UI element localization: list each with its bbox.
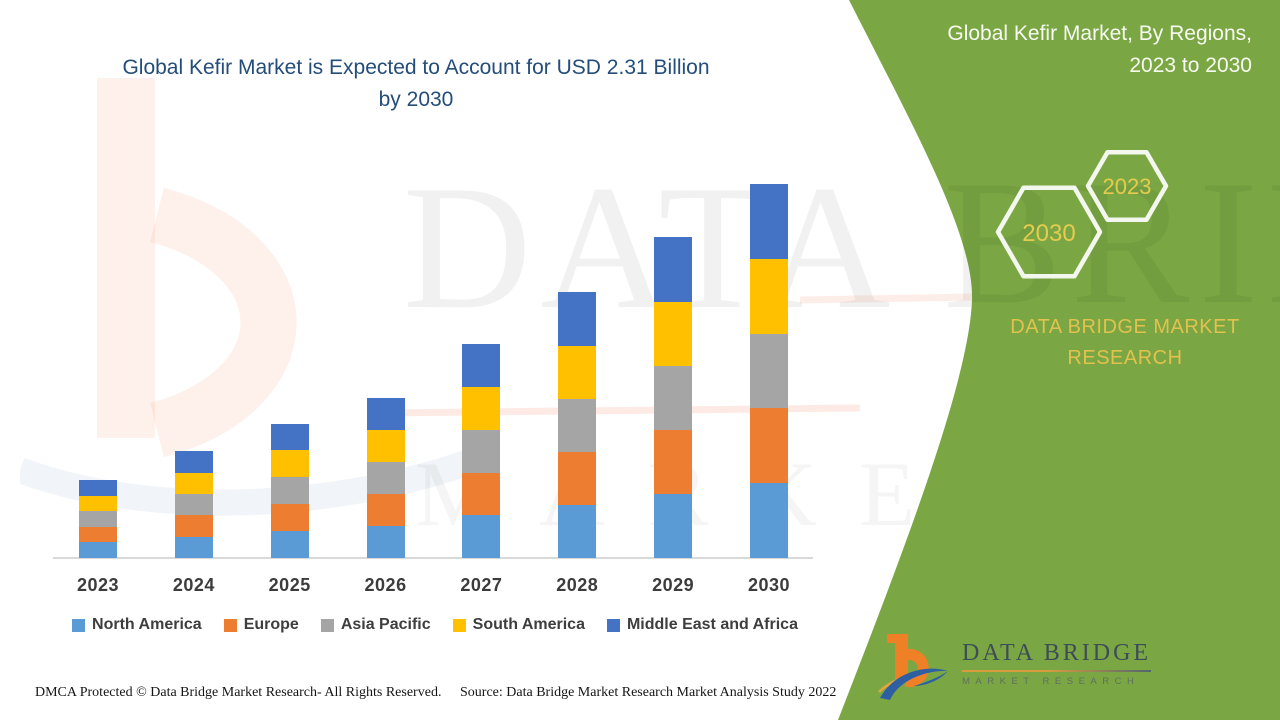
bar-segment-middle-east-and-africa-2030 (749, 184, 788, 259)
stacked-bar-chart: 2023 2024 2025 2026 2027 2028 2029 2030 (53, 184, 813, 595)
legend-swatch-icon (606, 618, 620, 632)
legend-label: Asia Pacific (340, 616, 431, 633)
panel-heading-line1: Global Kefir Market, By Regions, (947, 22, 1252, 45)
chart-legend: North America Europe Asia Pacific South Ame… (40, 616, 830, 634)
x-axis-label-2025: 2025 (268, 575, 311, 595)
x-axis-label-2026: 2026 (364, 575, 407, 595)
bar-segment-north-america-2025 (270, 531, 309, 558)
bar-segment-asia-pacific-2029 (654, 365, 693, 430)
data-bridge-logo: DATA BRIDGE MARKET RESEARCH (878, 628, 1152, 704)
bar-segment-europe-2029 (654, 429, 693, 494)
data-bridge-logo-icon (878, 634, 948, 700)
legend-item-south-america: South America (452, 616, 585, 634)
bar-segment-asia-pacific-2025 (270, 477, 309, 505)
x-axis-label-2029: 2029 (652, 575, 695, 595)
x-axis-label-2027: 2027 (460, 575, 503, 595)
panel-brand-line2: RESEARCH (1067, 347, 1183, 369)
panel-brand-line1: DATA BRIDGE MARKET (1010, 316, 1240, 338)
bar-segment-south-america-2024 (174, 472, 213, 494)
hexagon-2023 (1085, 149, 1169, 223)
legend-item-middle-east-and-africa: Middle East and Africa (606, 616, 798, 634)
dmca-footer-text: DMCA Protected © Data Bridge Market Rese… (35, 685, 442, 700)
bar-segment-asia-pacific-2026 (366, 461, 405, 494)
bar-segment-north-america-2023 (79, 542, 117, 558)
hexagon-badges: 2030 2023 (995, 149, 1169, 279)
legend-item-europe: Europe (223, 616, 299, 634)
hexagon-2030 (995, 185, 1103, 279)
x-axis-label-2023: 2023 (76, 575, 120, 595)
logo-text-column: DATA BRIDGE MARKET RESEARCH (962, 628, 1152, 687)
bar-segment-europe-2027 (462, 472, 501, 516)
bar-segment-south-america-2027 (462, 387, 501, 430)
bar-segment-asia-pacific-2030 (749, 333, 788, 409)
legend-item-asia-pacific: Asia Pacific (320, 616, 431, 634)
panel-heading: Global Kefir Market, By Regions, 2023 to… (822, 18, 1252, 82)
chart-title: Global Kefir Market is Expected to Accou… (0, 52, 832, 116)
legend-label: North America (92, 616, 202, 633)
bar-segment-south-america-2025 (270, 450, 309, 478)
bar-segment-asia-pacific-2023 (79, 511, 117, 527)
legend-swatch-icon (223, 618, 237, 632)
bar-segment-north-america-2030 (749, 483, 788, 558)
bar-segment-middle-east-and-africa-2024 (174, 451, 213, 473)
logo-tagline: MARKET RESEARCH (962, 676, 1140, 687)
bar-segment-north-america-2024 (174, 536, 213, 558)
bar-segment-middle-east-and-africa-2026 (366, 397, 405, 430)
legend-label: Europe (243, 616, 299, 633)
bar-segment-south-america-2028 (558, 345, 597, 399)
chart-title-line1: Global Kefir Market is Expected to Accou… (122, 56, 710, 79)
legend-label: Middle East and Africa (626, 616, 798, 633)
bar-segment-europe-2024 (174, 515, 213, 537)
bar-segment-middle-east-and-africa-2029 (654, 237, 693, 302)
bar-segment-asia-pacific-2028 (558, 398, 597, 452)
chart-title-line2: by 2030 (378, 88, 454, 111)
bar-segment-europe-2025 (270, 504, 309, 532)
x-axis-label-2030: 2030 (747, 575, 790, 595)
bar-segment-north-america-2029 (654, 493, 693, 558)
bar-segment-middle-east-and-africa-2023 (79, 480, 117, 496)
legend-swatch-icon (452, 618, 466, 632)
logo-wordmark: DATA BRIDGE (962, 640, 1152, 666)
bar-segment-north-america-2026 (366, 525, 405, 558)
bar-segment-south-america-2023 (79, 495, 117, 512)
panel-brand-text: DATA BRIDGE MARKET RESEARCH (945, 312, 1280, 374)
panel-heading-line2: 2023 to 2030 (1129, 54, 1252, 77)
x-axis-label-2028: 2028 (556, 575, 599, 595)
bar-segment-europe-2026 (366, 493, 405, 526)
bar-segment-europe-2023 (79, 526, 117, 543)
bar-segment-middle-east-and-africa-2025 (270, 423, 309, 451)
bar-segment-europe-2028 (558, 451, 597, 505)
bar-segment-asia-pacific-2024 (174, 493, 213, 516)
legend-item-north-america: North America (72, 616, 202, 634)
bar-segment-europe-2030 (749, 408, 788, 484)
x-axis-label-2024: 2024 (172, 575, 215, 595)
bar-segment-south-america-2026 (366, 429, 405, 462)
bar-segment-middle-east-and-africa-2027 (462, 344, 501, 388)
bar-segment-south-america-2030 (749, 258, 788, 334)
bar-segment-north-america-2027 (462, 515, 501, 558)
source-footer-text: Source: Data Bridge Market Research Mark… (460, 685, 837, 700)
bar-segment-north-america-2028 (558, 504, 597, 558)
bar-segment-middle-east-and-africa-2028 (558, 292, 597, 346)
bar-segment-asia-pacific-2027 (462, 429, 501, 473)
hexagon-2023-label: 2023 (1103, 174, 1152, 199)
bar-segment-south-america-2029 (654, 301, 693, 366)
legend-label: South America (472, 616, 585, 633)
logo-divider (962, 670, 1152, 672)
legend-swatch-icon (320, 618, 334, 632)
hexagon-2030-label: 2030 (1022, 220, 1075, 247)
legend-swatch-icon (72, 618, 86, 632)
x-axis-line (53, 557, 813, 559)
